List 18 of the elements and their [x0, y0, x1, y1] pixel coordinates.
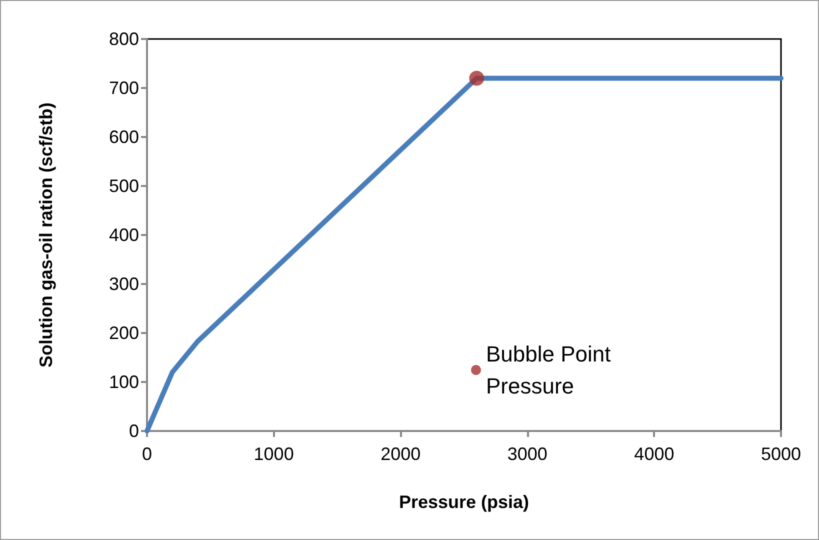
x-tick-label: 4000	[634, 444, 674, 464]
legend-label: Bubble Point Pressure	[486, 342, 617, 398]
y-tick-label: 500	[108, 176, 139, 196]
y-tick-label: 700	[108, 78, 139, 98]
y-tick-label: 200	[108, 323, 139, 343]
y-tick-label: 0	[128, 421, 139, 441]
y-tick-label: 800	[108, 29, 139, 49]
y-tick-label: 300	[108, 274, 139, 294]
x-tick-label: 5000	[760, 444, 802, 464]
y-tick-label: 100	[108, 372, 139, 392]
x-tick-label: 3000	[507, 444, 548, 464]
x-tick-label: 2000	[380, 444, 421, 464]
y-tick-label: 400	[108, 225, 139, 245]
x-tick-label: 1000	[254, 444, 294, 464]
x-tick-label: 0	[142, 444, 152, 464]
x-axis-title: Pressure (psia)	[398, 492, 530, 512]
y-tick-label: 600	[108, 127, 139, 147]
y-axis-title: Solution gas-oil ration (scf/stb)	[36, 102, 56, 368]
